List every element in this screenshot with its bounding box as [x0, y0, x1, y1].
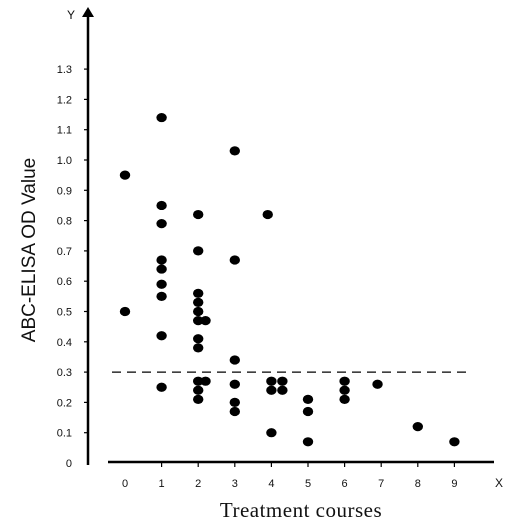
- x-tick-label: 7: [378, 478, 384, 490]
- data-point: [156, 112, 167, 123]
- data-point: [119, 170, 131, 180]
- data-point: [277, 385, 288, 395]
- data-point: [302, 406, 314, 417]
- data-point: [266, 428, 277, 438]
- data-point: [193, 315, 204, 326]
- data-point: [156, 279, 167, 289]
- data-point: [229, 397, 240, 407]
- x-tick-label: 9: [451, 478, 457, 490]
- data-point: [193, 306, 204, 317]
- data-point: [193, 288, 204, 298]
- data-point: [156, 382, 167, 392]
- data-point: [193, 385, 204, 395]
- y-tick-label: 0.3: [57, 367, 72, 379]
- x-tick-label: 5: [305, 478, 311, 490]
- data-point: [193, 334, 204, 344]
- data-point: [372, 379, 383, 389]
- y-tick-label: 0: [66, 458, 72, 470]
- y-tick-label: 1.1: [57, 125, 72, 137]
- data-point: [229, 406, 240, 417]
- y-tick-label: 0.9: [57, 185, 72, 197]
- x-tick-label: 1: [159, 478, 165, 490]
- data-point: [193, 376, 204, 386]
- data-point: [156, 291, 167, 301]
- y-tick-label: 0.2: [57, 397, 72, 409]
- data-point: [200, 376, 211, 386]
- data-point: [156, 255, 167, 265]
- x-axis-label: Treatment courses: [220, 498, 382, 522]
- y-tick-label: 0.5: [57, 307, 72, 319]
- data-point: [229, 379, 240, 389]
- data-point: [277, 376, 288, 386]
- data-points: [119, 112, 460, 447]
- data-point: [266, 376, 277, 386]
- data-point: [262, 209, 273, 220]
- x-tick-label: 8: [415, 478, 421, 490]
- y-tick-label: 0.6: [57, 276, 72, 288]
- data-point: [193, 297, 204, 308]
- y-tick-label: 0.1: [57, 428, 72, 440]
- data-point: [156, 219, 167, 229]
- data-point: [193, 343, 204, 353]
- data-point: [302, 437, 314, 447]
- y-tick-label: 0.8: [57, 216, 72, 228]
- y-axis-arrow: [82, 7, 94, 17]
- data-point: [339, 394, 350, 404]
- data-point: [412, 422, 423, 432]
- data-point: [302, 394, 314, 404]
- x-tick-label: 3: [232, 478, 238, 490]
- x-tick-label: 2: [195, 478, 201, 490]
- data-point: [339, 385, 350, 395]
- data-point: [229, 255, 240, 265]
- x-tick-label: 4: [268, 478, 274, 490]
- axes: [82, 7, 494, 465]
- data-point: [156, 331, 167, 341]
- y-axis-label: ABC-ELISA OD Value: [19, 158, 40, 342]
- data-point: [339, 376, 350, 386]
- data-point: [156, 264, 167, 274]
- data-point: [229, 146, 240, 156]
- y-tick-label: 0.4: [57, 337, 72, 349]
- y-tick-label: 1.0: [57, 155, 72, 167]
- y-tick-label: 1.3: [57, 64, 72, 76]
- data-point: [229, 355, 240, 365]
- y-tick-label: 1.2: [57, 94, 72, 106]
- data-point: [193, 209, 204, 220]
- x-tick-label: 0: [122, 478, 128, 490]
- y-tick-label: 0.7: [57, 246, 72, 258]
- x-ticks: 0 1 2 3 4 5 6 7 8 9: [122, 462, 457, 490]
- y-ticks: 0 0.1 0.2 0.3 0.4 0.5 0.6 0.7 0.8 0.9 1.0 1.1 1.2 1.3: [57, 64, 88, 470]
- data-point: [200, 315, 211, 326]
- data-point: [449, 437, 460, 447]
- data-point: [193, 394, 204, 404]
- y-axis-name: Y: [67, 8, 75, 22]
- data-point: [193, 246, 204, 256]
- data-point: [156, 200, 167, 211]
- data-point: [266, 385, 277, 395]
- x-tick-label: 6: [342, 478, 348, 490]
- data-point: [119, 306, 131, 317]
- x-axis-name: X: [495, 476, 503, 490]
